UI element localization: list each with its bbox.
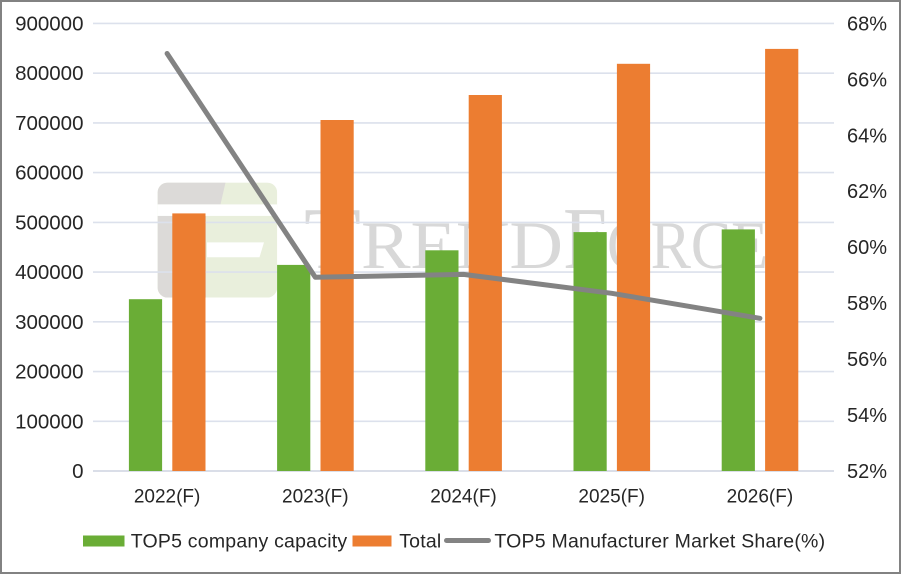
svg-text:0: 0: [72, 460, 83, 483]
svg-text:54%: 54%: [847, 405, 887, 427]
svg-text:300000: 300000: [15, 311, 83, 334]
svg-text:800000: 800000: [15, 62, 83, 85]
svg-text:2022(F): 2022(F): [134, 487, 201, 508]
svg-text:58%: 58%: [847, 293, 887, 315]
svg-text:400000: 400000: [15, 261, 83, 284]
svg-text:TOP5 company capacity: TOP5 company capacity: [131, 531, 348, 553]
svg-text:52%: 52%: [847, 461, 887, 483]
svg-text:68%: 68%: [847, 13, 887, 35]
svg-text:2026(F): 2026(F): [727, 487, 794, 508]
svg-text:TOP5 Manufacturer Market Share: TOP5 Manufacturer Market Share(%): [494, 531, 825, 553]
svg-text:56%: 56%: [847, 349, 887, 371]
svg-text:64%: 64%: [847, 125, 887, 147]
svg-text:900000: 900000: [15, 12, 83, 35]
svg-text:100000: 100000: [15, 410, 83, 433]
svg-text:62%: 62%: [847, 181, 887, 203]
svg-text:66%: 66%: [847, 69, 887, 91]
svg-text:2023(F): 2023(F): [282, 487, 349, 508]
svg-text:2025(F): 2025(F): [578, 487, 645, 508]
svg-text:60%: 60%: [847, 237, 887, 259]
svg-text:600000: 600000: [15, 162, 83, 185]
svg-text:2024(F): 2024(F): [430, 487, 497, 508]
svg-text:Total: Total: [399, 531, 441, 553]
svg-text:500000: 500000: [15, 211, 83, 234]
svg-text:200000: 200000: [15, 361, 83, 384]
svg-text:700000: 700000: [15, 112, 83, 135]
